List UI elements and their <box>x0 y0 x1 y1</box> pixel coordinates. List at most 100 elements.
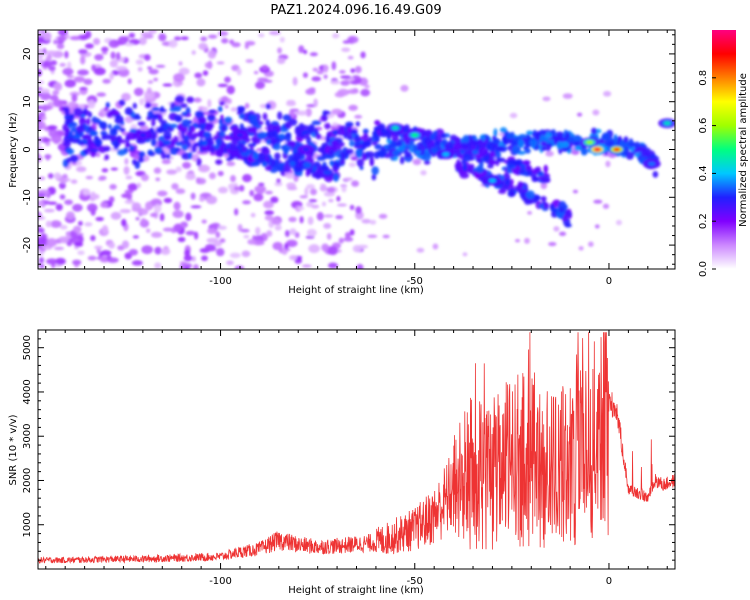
spectrogram-cell <box>162 83 173 87</box>
spectrogram-cell <box>257 33 265 38</box>
spectrogram-cell <box>558 134 564 140</box>
spectrogram-cell <box>226 260 234 266</box>
spectrogram-cell <box>326 187 336 193</box>
spectrogram-cell <box>593 147 601 152</box>
spectrogram-cell <box>493 138 501 145</box>
spectrogram-cell <box>488 158 496 166</box>
spectrogram-cell <box>292 76 298 86</box>
spectrogram-cell <box>355 149 363 159</box>
spectrogram-cell <box>422 152 432 161</box>
spectrogram-cell <box>84 30 92 39</box>
snr-x-label: Height of straight line (km) <box>288 585 424 596</box>
spectrogram-cell <box>391 125 399 130</box>
spectrogram-cell <box>175 166 182 173</box>
spectrogram-cell <box>134 113 140 119</box>
spectrogram-cell <box>124 199 135 204</box>
y-tick-label: 0 <box>22 146 33 152</box>
spectrogram-cell <box>78 49 88 55</box>
spectrogram-cell <box>277 111 283 120</box>
spectrogram-cell <box>38 257 45 264</box>
spectrogram-cell <box>38 142 42 147</box>
spectrogram-cell <box>162 227 174 232</box>
spectrogram-cell <box>475 165 484 174</box>
spectrogram-cell <box>404 151 412 159</box>
spectrogram-cell <box>201 219 207 224</box>
spectrogram-cell <box>245 59 254 63</box>
spectrogram-cell <box>87 111 93 118</box>
spectrogram-cell <box>236 105 246 111</box>
spectrogram-cell <box>224 76 231 83</box>
spectrogram-cell <box>331 61 337 71</box>
spectrogram-cell <box>339 70 346 74</box>
spectrogram-cell <box>54 257 66 265</box>
spectrogram-cell <box>456 158 461 167</box>
spectrogram-cell <box>529 139 538 147</box>
spectrogram-cell <box>48 65 56 71</box>
spectrogram-cell <box>432 130 439 136</box>
spectrogram-cell <box>403 127 409 133</box>
spectrogram-cell <box>238 113 245 119</box>
spectrogram-cell <box>169 146 179 156</box>
x-tick-label: 0 <box>606 576 612 587</box>
spectrogram-cell <box>66 75 75 79</box>
spectrogram-cell <box>354 134 360 140</box>
spectrogram-cell <box>420 170 427 176</box>
spectrogram-cell <box>118 99 126 106</box>
spectrogram-cell <box>527 210 533 215</box>
spectrogram-cell <box>329 160 334 167</box>
spectrogram-cell <box>559 213 565 219</box>
spectrogram-cell <box>308 244 321 254</box>
spectrogram-cell <box>124 43 134 47</box>
spectrogram-cell <box>131 260 143 266</box>
spectrogram-cell <box>236 67 242 76</box>
spectrogram-cell <box>203 131 210 138</box>
spectrogram-y-axis: -20 -10 0 10 20 <box>22 34 675 265</box>
spectrogram-cell <box>163 130 172 139</box>
spectrogram-cell <box>506 134 515 140</box>
spectrogram-cell <box>110 211 122 220</box>
spectrogram-cell <box>69 35 82 41</box>
spectrogram-cell <box>145 102 152 109</box>
spectrogram-cell <box>556 141 564 150</box>
spectrogram-cell <box>256 152 266 161</box>
spectrogram-cell <box>229 150 238 157</box>
spectrogram-cell <box>308 124 316 133</box>
spectrogram-cell <box>364 84 370 89</box>
spectrogram-cell <box>349 139 355 147</box>
spectrogram-cell <box>204 243 216 251</box>
spectrogram-cell <box>361 154 367 161</box>
spectrogram-cell <box>116 149 127 156</box>
spectrogram-cell <box>166 169 178 175</box>
spectrogram-cell <box>113 143 119 150</box>
spectrogram-cell <box>246 148 254 154</box>
spectrogram-cell <box>173 36 182 41</box>
spectrogram-cell <box>176 81 184 86</box>
spectrogram-cell <box>121 240 130 249</box>
spectrogram-cell <box>592 109 600 116</box>
spectrogram-cell <box>191 50 196 55</box>
spectrogram-cell <box>39 264 45 269</box>
spectrogram-cell <box>66 157 71 164</box>
spectrogram-cell <box>250 119 260 127</box>
colorbar-tick-label: 0.4 <box>698 165 709 181</box>
spectrogram-cell <box>209 151 217 156</box>
spectrogram-cell <box>47 173 54 179</box>
spectrogram-cell <box>138 36 147 46</box>
spectrogram-cell <box>59 181 66 190</box>
spectrogram-cell <box>352 244 362 253</box>
spectrogram-cell <box>336 203 347 207</box>
spectrogram-cell <box>127 183 138 191</box>
spectrogram-cell <box>240 152 251 157</box>
spectrogram-cell <box>386 131 392 141</box>
spectrogram-cell <box>517 139 525 148</box>
spectrogram-cell <box>279 36 285 43</box>
spectrogram-cell <box>505 178 511 186</box>
spectrogram-cell <box>124 189 134 194</box>
spectrogram-cell <box>371 174 377 181</box>
spectrogram-cell <box>613 147 621 152</box>
spectrogram-cell <box>302 72 308 78</box>
spectrogram-cell <box>324 122 331 130</box>
spectrogram-cell <box>91 64 96 72</box>
spectrogram-cell <box>601 132 611 139</box>
